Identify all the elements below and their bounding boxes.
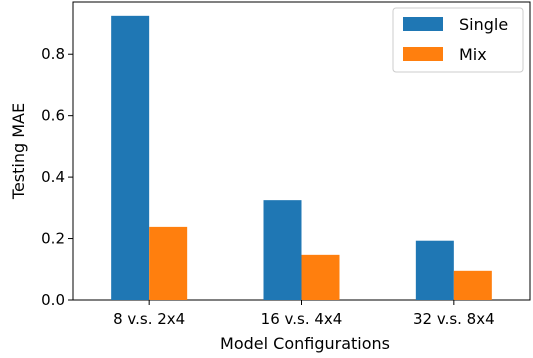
bars-group xyxy=(111,15,492,301)
bar-single-1 xyxy=(111,15,150,301)
y-tick-label: 0.8 xyxy=(41,45,65,63)
bar-mix-3 xyxy=(453,270,492,300)
x-tick-label: 8 v.s. 2x4 xyxy=(113,310,185,328)
legend-swatch-single xyxy=(403,17,443,31)
legend-label-mix: Mix xyxy=(459,45,487,64)
y-tick-label: 0.6 xyxy=(41,107,65,125)
legend-swatch-mix xyxy=(403,47,443,61)
bar-mix-2 xyxy=(301,254,340,300)
legend-label-single: Single xyxy=(459,15,508,34)
x-axis: 8 v.s. 2x4 16 v.s. 4x4 32 v.s. 8x4 xyxy=(113,300,495,328)
x-tick-label: 32 v.s. 8x4 xyxy=(413,310,495,328)
y-axis: 0.0 0.2 0.4 0.6 0.8 xyxy=(41,45,73,309)
y-tick-label: 0.0 xyxy=(41,291,65,309)
bar-single-2 xyxy=(263,200,302,300)
x-tick-label: 16 v.s. 4x4 xyxy=(261,310,343,328)
y-tick-label: 0.2 xyxy=(41,230,65,248)
x-axis-label: Model Configurations xyxy=(220,334,390,353)
bar-single-3 xyxy=(415,240,454,300)
bar-mix-1 xyxy=(149,226,188,300)
y-axis-label: Testing MAE xyxy=(9,103,28,200)
legend: Single Mix xyxy=(392,7,524,73)
y-tick-label: 0.4 xyxy=(41,168,65,186)
